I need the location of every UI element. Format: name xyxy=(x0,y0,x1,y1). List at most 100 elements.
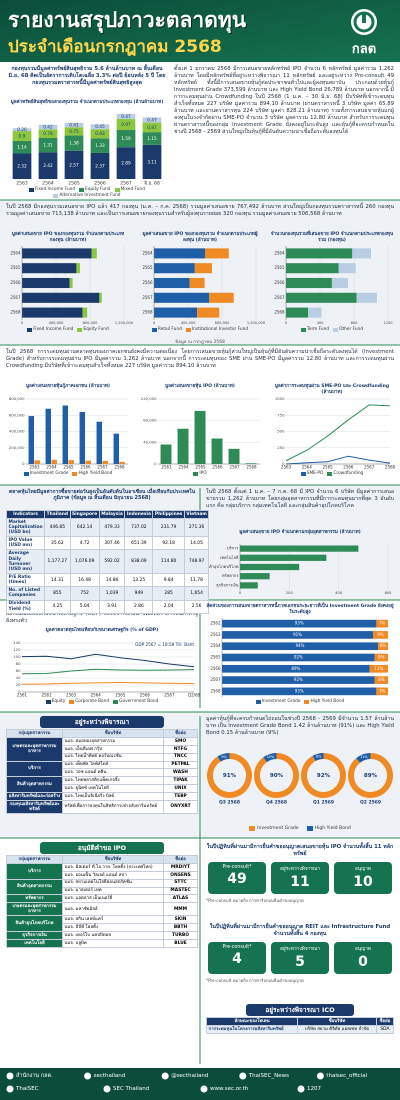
stat-value: 49 xyxy=(227,871,247,887)
table-cell: 4.25 xyxy=(44,599,71,614)
stat-card: อยู่ระหว่างพิจารณา 11 xyxy=(271,862,329,894)
table-cell: STTC xyxy=(163,878,198,888)
y-tick-label: 2568 xyxy=(210,688,221,693)
social-icon xyxy=(84,1072,92,1080)
donut-segment xyxy=(312,753,324,762)
table-cell: 838.09 xyxy=(124,549,154,575)
table-header-cell: ชื่อบริษัท xyxy=(62,855,164,864)
table-cell: บมจ. ออนเซ็น วัลเลย์ แอนด์ สปา xyxy=(62,870,164,880)
footer-item: 1207 xyxy=(307,1086,321,1092)
logo-bar xyxy=(362,14,366,23)
chart-note: ข้อมูล ณ กรกฎาคม 2568 xyxy=(175,340,225,345)
table-cell: 3.91 xyxy=(98,599,126,614)
y-tick-label: 120,000 xyxy=(141,396,157,401)
legend-label: Mixed Fund xyxy=(120,187,145,192)
legend-label: IPO xyxy=(199,471,207,476)
table-cell: บมจ. มหาชัยมิลล์ xyxy=(62,902,164,917)
table-header-row: Indicators Thailand Singapore Malaysia Indon… xyxy=(5,510,210,519)
table-banner: อยู่ระหว่างพิจารณา ICO xyxy=(246,1004,354,1016)
y-tick-label: 2567 xyxy=(210,677,221,682)
legend-item: Institutional Investor Fund xyxy=(185,327,249,332)
bar-segment xyxy=(64,150,84,179)
social-icon xyxy=(161,1072,169,1080)
table-cell: UNIX xyxy=(163,784,198,793)
legend-swatch xyxy=(113,699,119,704)
line-series xyxy=(21,682,195,685)
table-cell: BBTH xyxy=(163,923,198,933)
legend-item: Retail Fund xyxy=(151,327,182,332)
bar xyxy=(119,461,125,464)
line-series xyxy=(285,455,391,465)
line-series xyxy=(21,668,195,675)
value-label: 93% xyxy=(295,688,304,693)
legend-swatch xyxy=(249,826,256,831)
y-tick-label: 100 xyxy=(13,654,21,659)
x-tick-label: 2564 xyxy=(46,465,57,470)
bar-segment xyxy=(286,263,339,274)
y-tick-label: 40 xyxy=(16,675,21,680)
table-cell: บมจ. มิสเตอร์ ดี.ไอ.วาย. โฮลดิ้ง (ประเทศ… xyxy=(62,862,164,872)
table-cell: บมจ. สมอทองอุตสาหกรรม xyxy=(62,736,164,746)
value-label: 2.32 xyxy=(17,164,27,170)
bar-segment xyxy=(240,563,300,571)
group-cell: ธุรกิจการเงิน xyxy=(6,931,63,941)
legend-swatch xyxy=(114,187,120,192)
table-cell: TNCC xyxy=(163,752,198,762)
stat-value: 10 xyxy=(353,874,373,890)
bar-segment xyxy=(197,307,220,318)
donut-center-label: 89% xyxy=(364,773,378,779)
x-tick-label: 0 xyxy=(153,321,156,325)
y-tick-label: 2563 xyxy=(210,632,221,637)
bar-segment xyxy=(286,307,309,318)
value-label: 0.83 xyxy=(95,131,105,137)
value-label: 7% xyxy=(379,688,386,693)
legend: Investment Grade High Yield Bond xyxy=(206,699,394,704)
donut-center-label: 92% xyxy=(317,773,331,779)
bar-segment xyxy=(142,122,162,133)
value-label: 0.9 xyxy=(19,133,26,139)
legend: Investment Grade High Yield Bond xyxy=(6,471,130,476)
table-row: ทรัพยากร บมจ. แอตลาส เอ็นเนอร์ยี่ ATLAS xyxy=(6,894,198,904)
stat-value: 11 xyxy=(290,874,310,890)
bar-segment xyxy=(286,277,332,289)
table-cell: BLUE xyxy=(163,939,198,948)
table-cell: 592.02 xyxy=(98,549,126,575)
table-row: สินค้าอุตสาหกรรม บมจ. สยามเทคโนโลยีคอนสตร… xyxy=(6,878,198,896)
bar-segment xyxy=(222,631,374,639)
stats-intro: ในปีปฏิทินที่ผ่านมามีการยื่นคำขออนุญาต R… xyxy=(209,924,391,937)
table-header-cell: ชื่อย่อ xyxy=(375,1017,395,1026)
bar-segment xyxy=(378,642,388,651)
paragraph: ตั้งแต่ 1 มกราคม 2568 มีการเสนอขายหลักทร… xyxy=(174,66,394,135)
legend-label: Corporate Bond xyxy=(75,699,110,704)
chart-title: มูลค่าการระดมทุนผ่าน SME-PO และ Crowdfun… xyxy=(274,384,390,395)
bar-segment xyxy=(205,248,229,259)
x-tick-label: 200 xyxy=(286,591,294,595)
value-label: 0.87 xyxy=(147,125,157,131)
line-series xyxy=(285,404,391,462)
data-table: กลุ่มอุตสาหกรรม ชื่อบริษัท ชื่อย่อ เกษตรและ… xyxy=(6,729,198,815)
table-cell: 16.48 xyxy=(69,573,100,588)
table-cell: 92.18 xyxy=(152,536,185,551)
bar xyxy=(85,460,91,464)
value-label: 3.11 xyxy=(147,159,157,165)
bar-segment xyxy=(116,113,136,120)
page-title: รายงานสรุปภาวะตลาดทุน xyxy=(8,8,247,32)
y-tick-label: 120 xyxy=(13,647,21,652)
value-label: 0.47 xyxy=(147,117,157,123)
stat-label: Pre-consult* xyxy=(222,945,252,950)
bar-segment xyxy=(369,664,388,673)
legend-label: Investment Grade xyxy=(257,826,299,831)
y-tick-label: ทรัพยากร xyxy=(222,573,239,578)
x-tick-label: 400,000 xyxy=(49,321,65,325)
bar-segment xyxy=(222,619,377,628)
table-cell: 1,654 xyxy=(183,586,210,601)
legend-label: Institutional Investor Fund xyxy=(191,327,249,332)
table-cell: 2.86 xyxy=(124,599,154,614)
legend-item: Mixed Fund xyxy=(114,187,145,192)
bar-segment xyxy=(331,277,349,289)
bar-segment xyxy=(91,248,97,259)
table-cell: WASH xyxy=(163,768,198,778)
table-cell: บมจ. วอช แอนด์ คลีน xyxy=(62,768,164,778)
stat-value: 0 xyxy=(358,954,368,970)
paragraph: ในปี 2568 การระดมทุนผ่านตลาดทุนของภาคเอก… xyxy=(6,349,394,369)
